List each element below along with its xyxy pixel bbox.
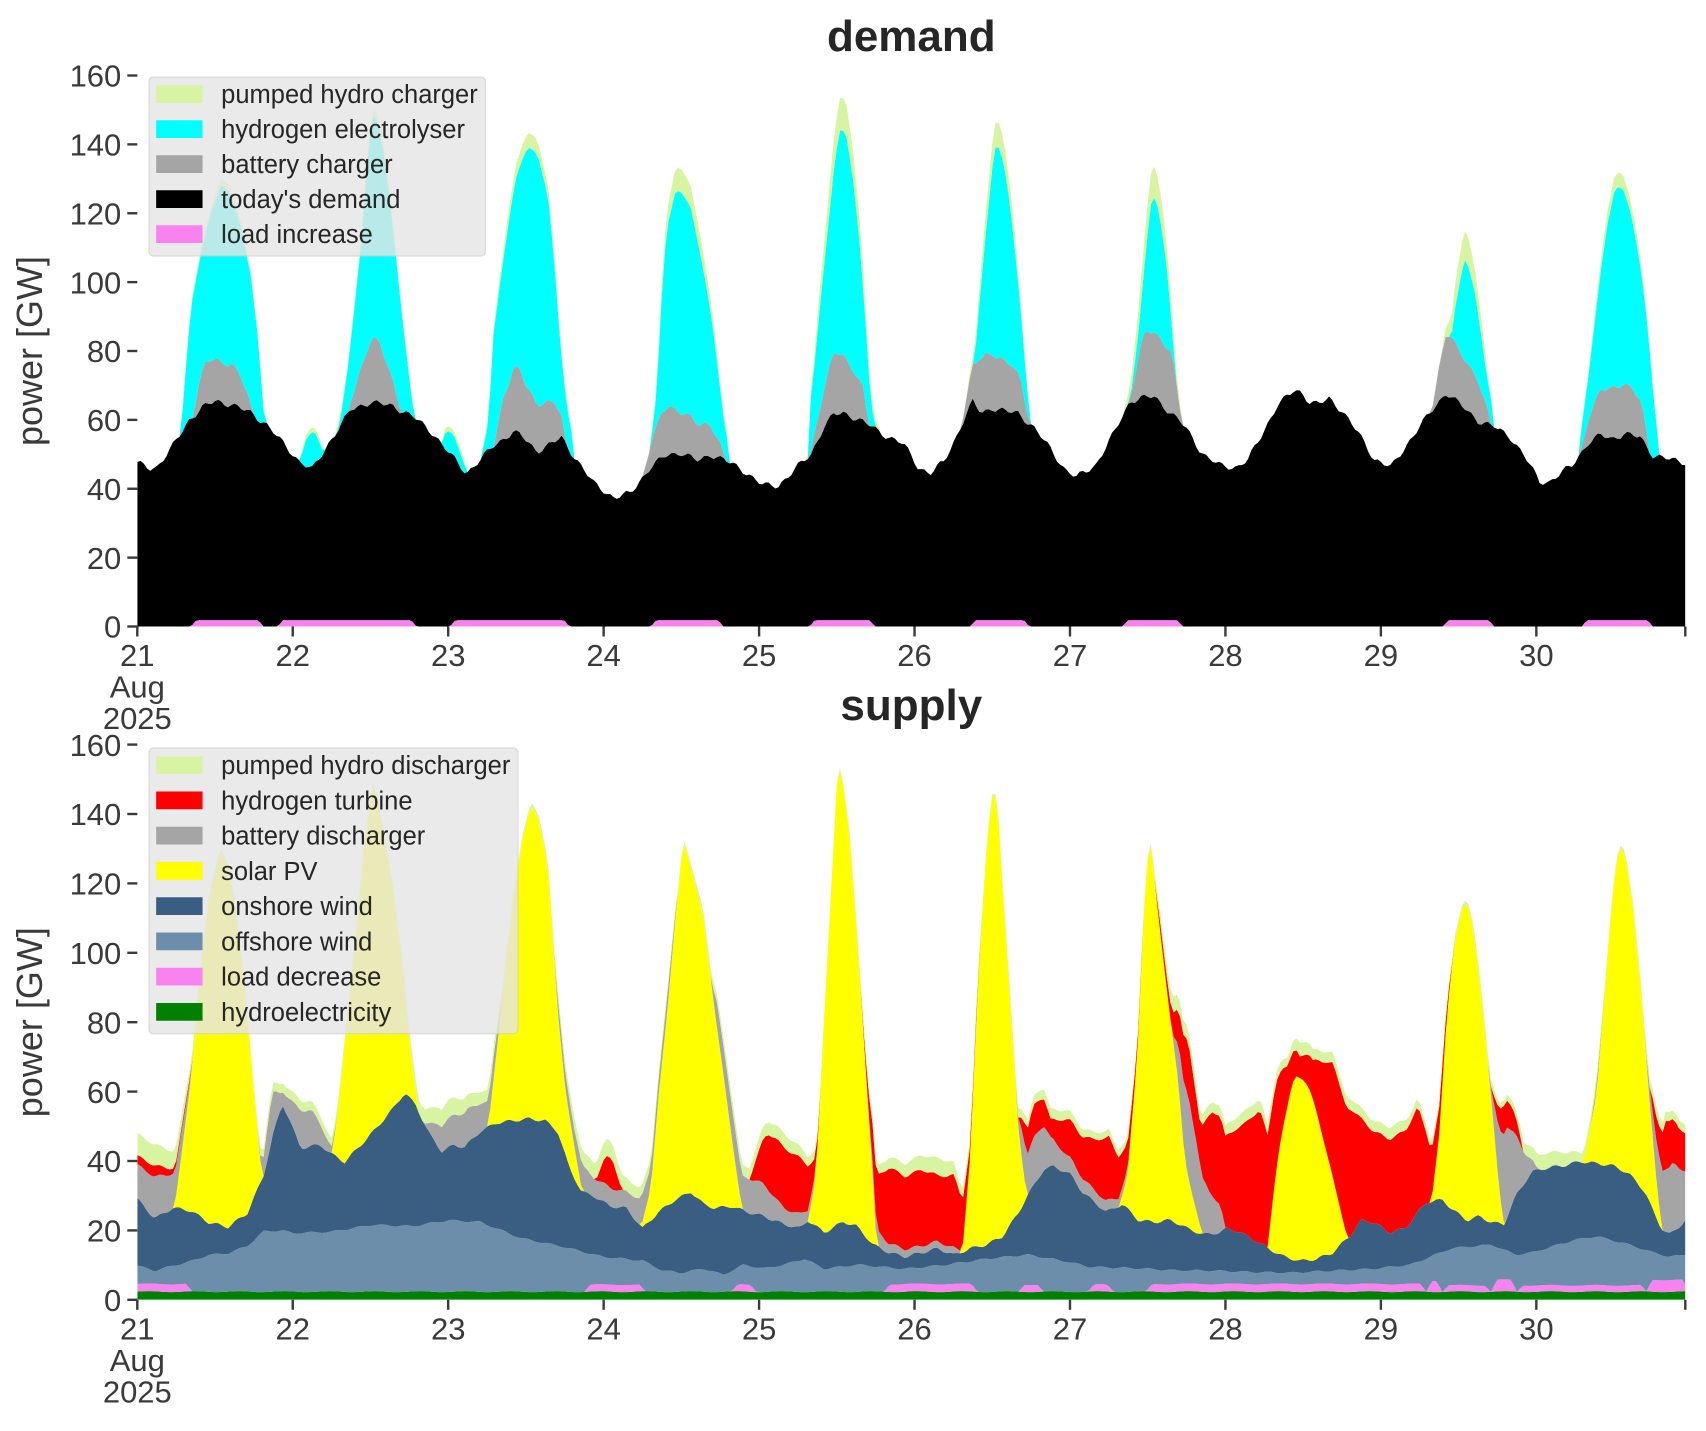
svg-text:28: 28 [1208,638,1242,673]
svg-text:battery charger: battery charger [221,151,393,179]
svg-text:0: 0 [104,1283,121,1318]
svg-text:22: 22 [276,638,310,673]
svg-text:140: 140 [70,797,122,832]
svg-text:30: 30 [1519,638,1553,673]
svg-text:80: 80 [87,1005,121,1040]
svg-text:demand: demand [827,12,996,61]
svg-text:power [GW]: power [GW] [9,256,50,446]
svg-text:27: 27 [1053,638,1087,673]
svg-text:26: 26 [897,638,931,673]
svg-text:hydrogen turbine: hydrogen turbine [221,787,412,815]
svg-text:26: 26 [897,1311,931,1346]
svg-text:80: 80 [87,334,121,369]
svg-text:2025: 2025 [103,701,172,736]
svg-text:pumped hydro discharger: pumped hydro discharger [221,752,511,780]
svg-text:30: 30 [1519,1311,1553,1346]
svg-text:25: 25 [742,1311,776,1346]
svg-text:20: 20 [87,541,121,576]
svg-text:24: 24 [586,1311,620,1346]
svg-text:load increase: load increase [221,221,373,249]
svg-text:pumped hydro charger: pumped hydro charger [221,81,478,109]
svg-text:hydroelectricity: hydroelectricity [221,999,391,1027]
svg-text:Aug: Aug [110,1343,165,1378]
svg-text:40: 40 [87,1144,121,1179]
svg-text:100: 100 [70,936,122,971]
svg-text:2025: 2025 [103,1374,172,1409]
svg-text:160: 160 [70,728,122,763]
svg-text:20: 20 [87,1214,121,1249]
svg-text:160: 160 [70,59,122,94]
svg-text:29: 29 [1364,638,1398,673]
svg-text:solar PV: solar PV [221,858,317,886]
svg-text:60: 60 [87,403,121,438]
svg-text:22: 22 [276,1311,310,1346]
svg-text:120: 120 [70,196,122,231]
svg-text:21: 21 [120,1311,154,1346]
svg-text:hydrogen electrolyser: hydrogen electrolyser [221,116,465,144]
svg-text:today's demand: today's demand [221,186,400,214]
svg-text:24: 24 [586,638,620,673]
svg-text:load decrease: load decrease [221,964,381,992]
svg-text:28: 28 [1208,1311,1242,1346]
svg-text:offshore wind: offshore wind [221,928,372,956]
svg-text:100: 100 [70,265,122,300]
svg-text:120: 120 [70,867,122,902]
svg-text:21: 21 [120,638,154,673]
svg-text:Aug: Aug [110,670,165,705]
svg-text:140: 140 [70,128,122,163]
svg-text:25: 25 [742,638,776,673]
svg-text:onshore wind: onshore wind [221,893,373,921]
svg-text:60: 60 [87,1075,121,1110]
svg-text:29: 29 [1364,1311,1398,1346]
svg-text:0: 0 [104,610,121,645]
svg-text:battery discharger: battery discharger [221,823,426,851]
svg-text:40: 40 [87,472,121,507]
svg-text:supply: supply [840,681,982,730]
svg-text:23: 23 [431,638,465,673]
svg-text:power [GW]: power [GW] [9,927,50,1117]
svg-text:23: 23 [431,1311,465,1346]
svg-text:27: 27 [1053,1311,1087,1346]
